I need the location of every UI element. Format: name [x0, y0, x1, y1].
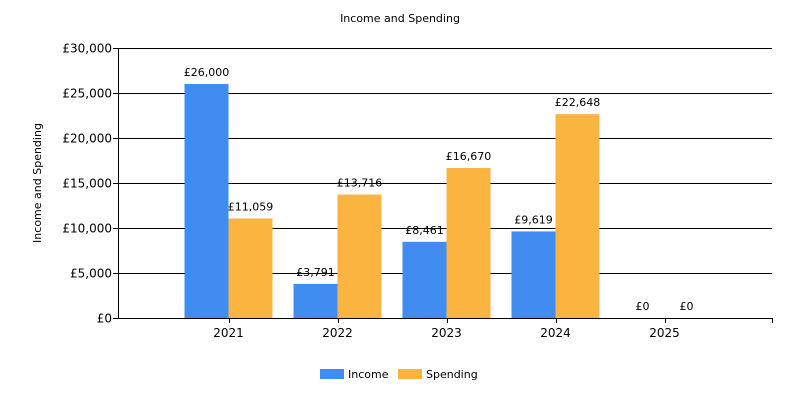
data-label-spending-2021: £11,059 [228, 200, 274, 213]
y-axis-label: Income and Spending [31, 123, 44, 243]
x-tick-label: 2025 [649, 326, 680, 340]
y-tick-label: £10,000 [62, 222, 112, 236]
chart-title: Income and Spending [340, 12, 460, 25]
bar-spending-2022 [337, 194, 382, 318]
bar-income-2024 [511, 231, 556, 318]
bar-income-2021 [184, 84, 229, 318]
data-label-income-2021: £26,000 [184, 66, 230, 79]
bar-spending-2024 [555, 114, 600, 318]
y-tick-label: £15,000 [62, 177, 112, 191]
data-labels: £26,000 £11,059 £3,791 £13,716 £8,461 £16,670… [184, 66, 694, 313]
bar-income-2023 [402, 241, 447, 318]
data-label-spending-2023: £16,670 [446, 150, 492, 163]
y-tick-label: £0 [97, 312, 112, 326]
x-tick-label: 2024 [540, 326, 571, 340]
data-label-income-2023: £8,461 [405, 224, 444, 237]
data-label-spending-2024: £22,648 [555, 96, 601, 109]
bar-spending-2023 [446, 167, 491, 318]
legend: Income Spending [320, 368, 478, 381]
legend-label-spending: Spending [426, 368, 478, 381]
legend-swatch-income [320, 369, 344, 379]
data-label-spending-2025: £0 [680, 300, 694, 313]
axes: £0 £5,000 £10,000 £15,000 £20,000 £25,000 £30,… [62, 42, 773, 340]
legend-label-income: Income [348, 368, 389, 381]
x-tick-label: 2021 [213, 326, 244, 340]
y-tick-label: £30,000 [62, 42, 112, 56]
legend-swatch-spending [398, 369, 422, 379]
bar-income-2022 [293, 283, 338, 318]
x-tick-label: 2023 [431, 326, 462, 340]
y-tick-label: £20,000 [62, 132, 112, 146]
bar-spending-2021 [228, 218, 273, 318]
bars [184, 84, 600, 318]
data-label-income-2025: £0 [636, 300, 650, 313]
x-tick-label: 2022 [322, 326, 353, 340]
y-tick-label: £25,000 [62, 87, 112, 101]
data-label-income-2024: £9,619 [514, 213, 553, 226]
data-label-income-2022: £3,791 [296, 266, 335, 279]
data-label-spending-2022: £13,716 [337, 177, 383, 190]
y-tick-label: £5,000 [70, 267, 112, 281]
